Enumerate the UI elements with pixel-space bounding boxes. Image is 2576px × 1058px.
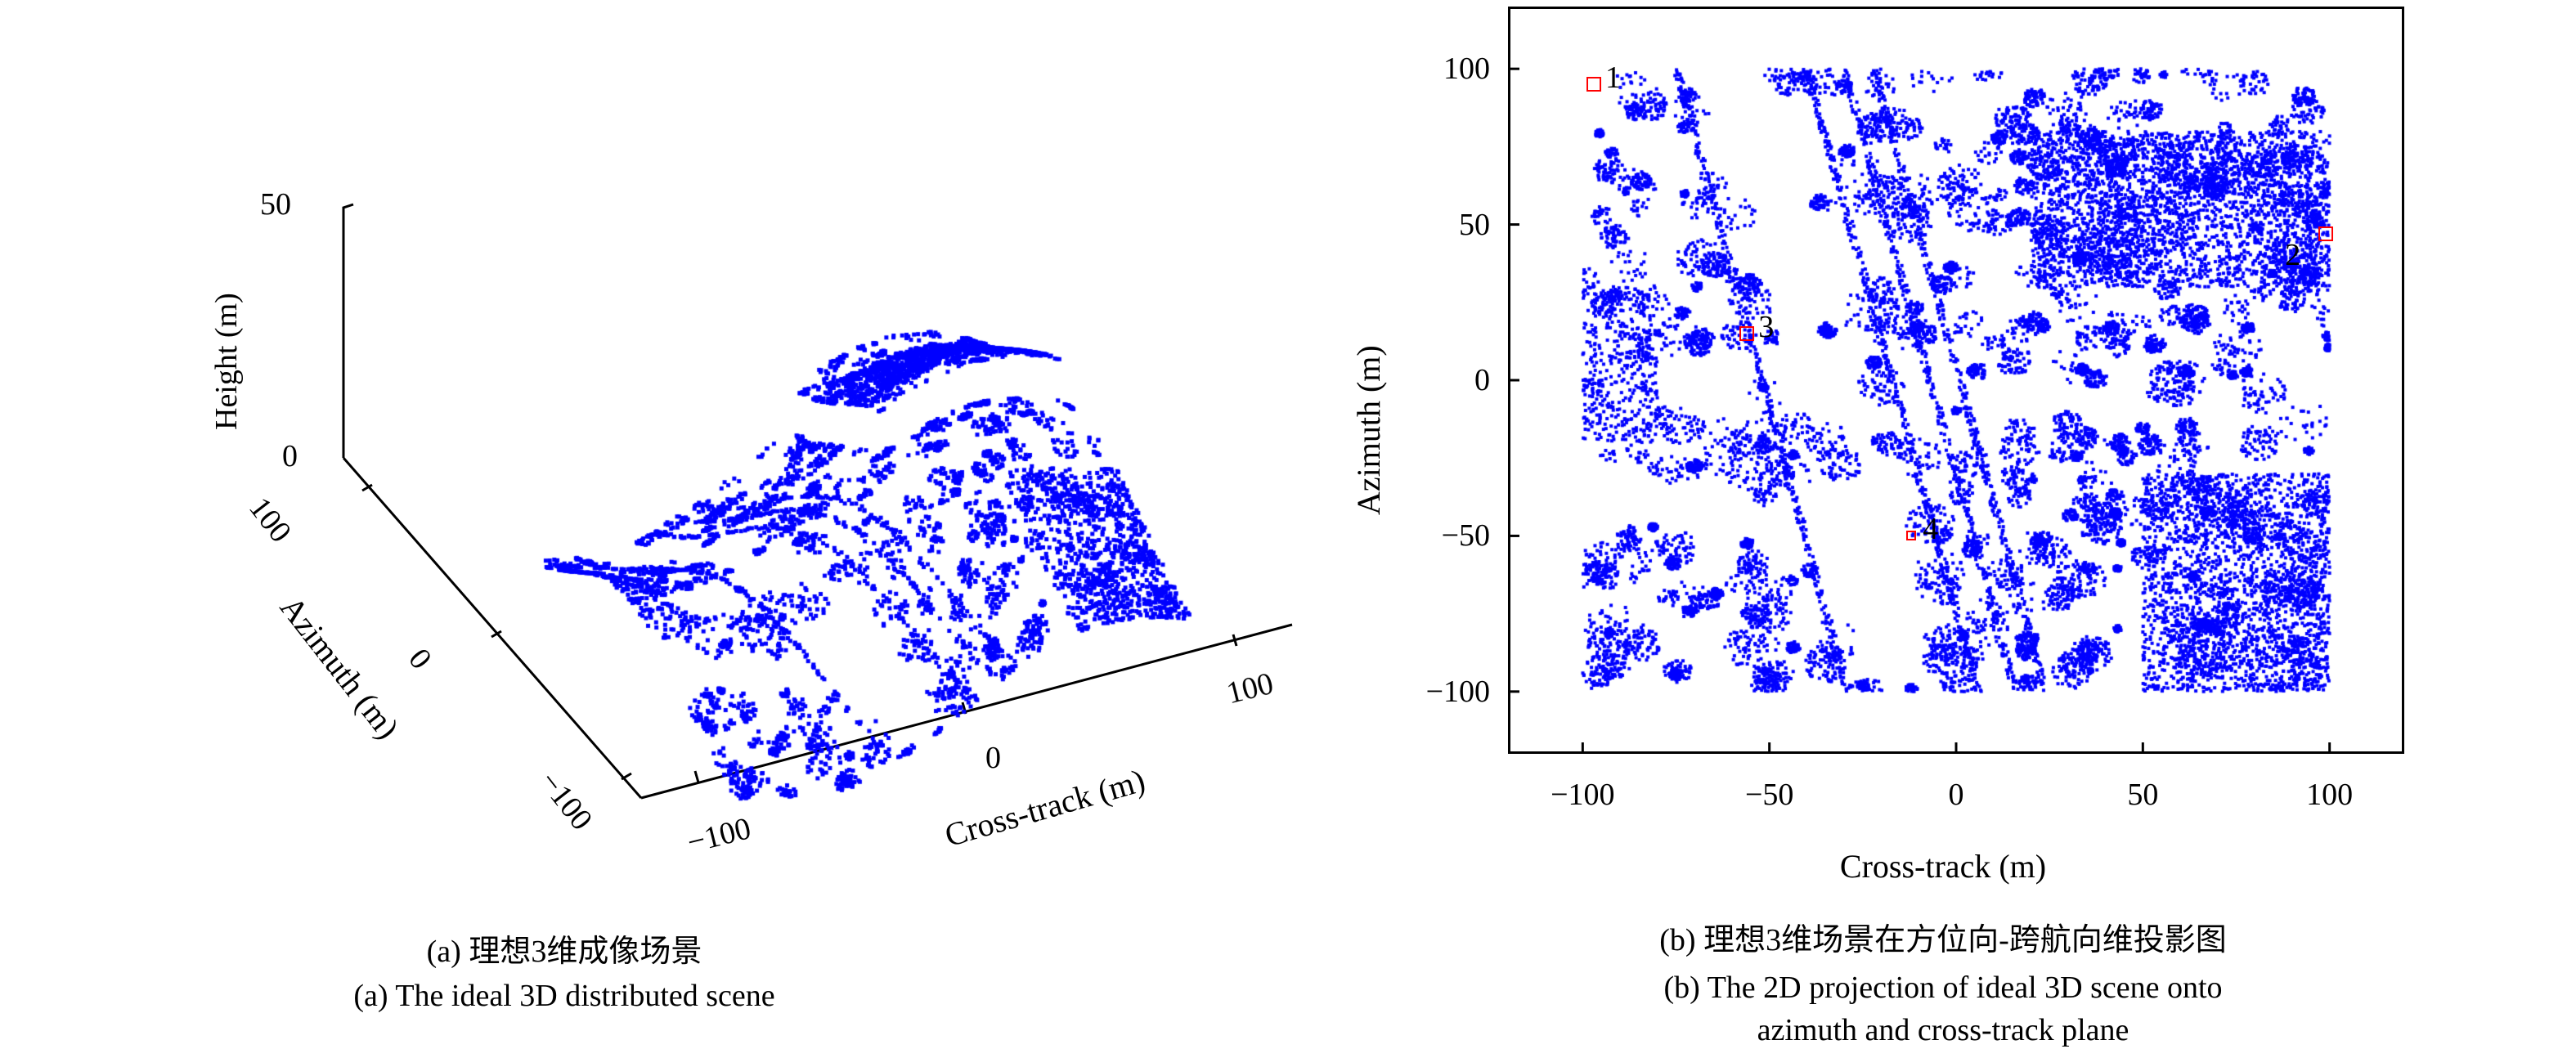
marker-box-3: [1739, 325, 1755, 341]
x-tick-label: −50: [1744, 778, 1794, 812]
point-cloud-2d: [1508, 7, 2404, 754]
caption-a-en: (a) The ideal 3D distributed scene: [353, 979, 775, 1013]
marker-label-1: 1: [1605, 61, 1622, 96]
x-tick-label: 100: [2306, 778, 2354, 812]
marker-label-2: 2: [2285, 238, 2301, 272]
marker-box-1: [1586, 77, 1602, 92]
axis-ticks: [1508, 67, 2331, 754]
y-tick-label: −100: [1425, 674, 1490, 709]
x-tick-label: 0: [985, 741, 1001, 775]
y-tick-label: −50: [1441, 518, 1490, 554]
x-tick-label: 0: [1948, 778, 1964, 812]
y-axis-label: Azimuth (m): [1350, 345, 1387, 515]
point-cloud-3d: [0, 0, 1390, 899]
x-tick-label: −100: [1551, 778, 1615, 812]
y-tick-label: 0: [1474, 363, 1490, 397]
marker-label-4: 4: [1923, 512, 1939, 547]
caption-b-en-line1: (b) The 2D projection of ideal 3D scene …: [1663, 971, 2223, 1005]
caption-a-cn: (a) 理想3维成像场景: [426, 935, 702, 969]
caption-b-cn: (b) 理想3维场景在方位向-跨航向维投影图: [1659, 923, 2227, 957]
z-tick-label: 50: [260, 187, 291, 222]
y-tick-label: 100: [1443, 52, 1490, 87]
marker-label-3: 3: [1758, 309, 1775, 344]
x-axis-label: Cross-track (m): [1839, 848, 2047, 885]
caption-b-en-line2: azimuth and cross-track plane: [1757, 1013, 2129, 1047]
y-tick-label: 50: [1459, 207, 1490, 242]
marker-box-4: [1906, 531, 1917, 541]
z-tick-label: 0: [282, 439, 298, 473]
x-tick-label: 50: [2127, 778, 2159, 812]
z-axis-label: Height (m): [209, 293, 244, 430]
marker-box-2: [2318, 226, 2334, 241]
